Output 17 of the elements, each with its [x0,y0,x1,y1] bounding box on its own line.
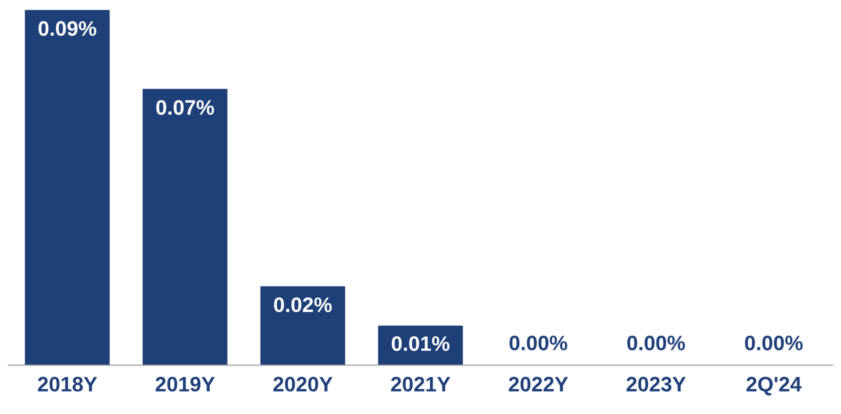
x-tick-label: 2018Y [38,376,98,392]
data-label: 0.00% [510,336,568,350]
x-tick-label: 2020Y [273,376,333,392]
x-tick-label: 2019Y [156,376,215,392]
x-tick-label: 2021Y [391,376,450,392]
data-label: 0.01% [392,336,450,352]
x-tick-label: 2023Y [626,376,686,392]
x-tick-label: 2022Y [508,376,568,392]
bar [260,286,346,366]
data-label: 0.02% [274,297,332,312]
data-label: 0.09% [38,21,96,36]
data-label: 0.00% [627,336,685,350]
data-label: 0.07% [156,100,214,115]
x-tick-label: 2Q'24 [746,376,802,396]
bar [24,10,110,366]
bar [142,88,228,366]
data-label: 0.00% [745,336,803,350]
